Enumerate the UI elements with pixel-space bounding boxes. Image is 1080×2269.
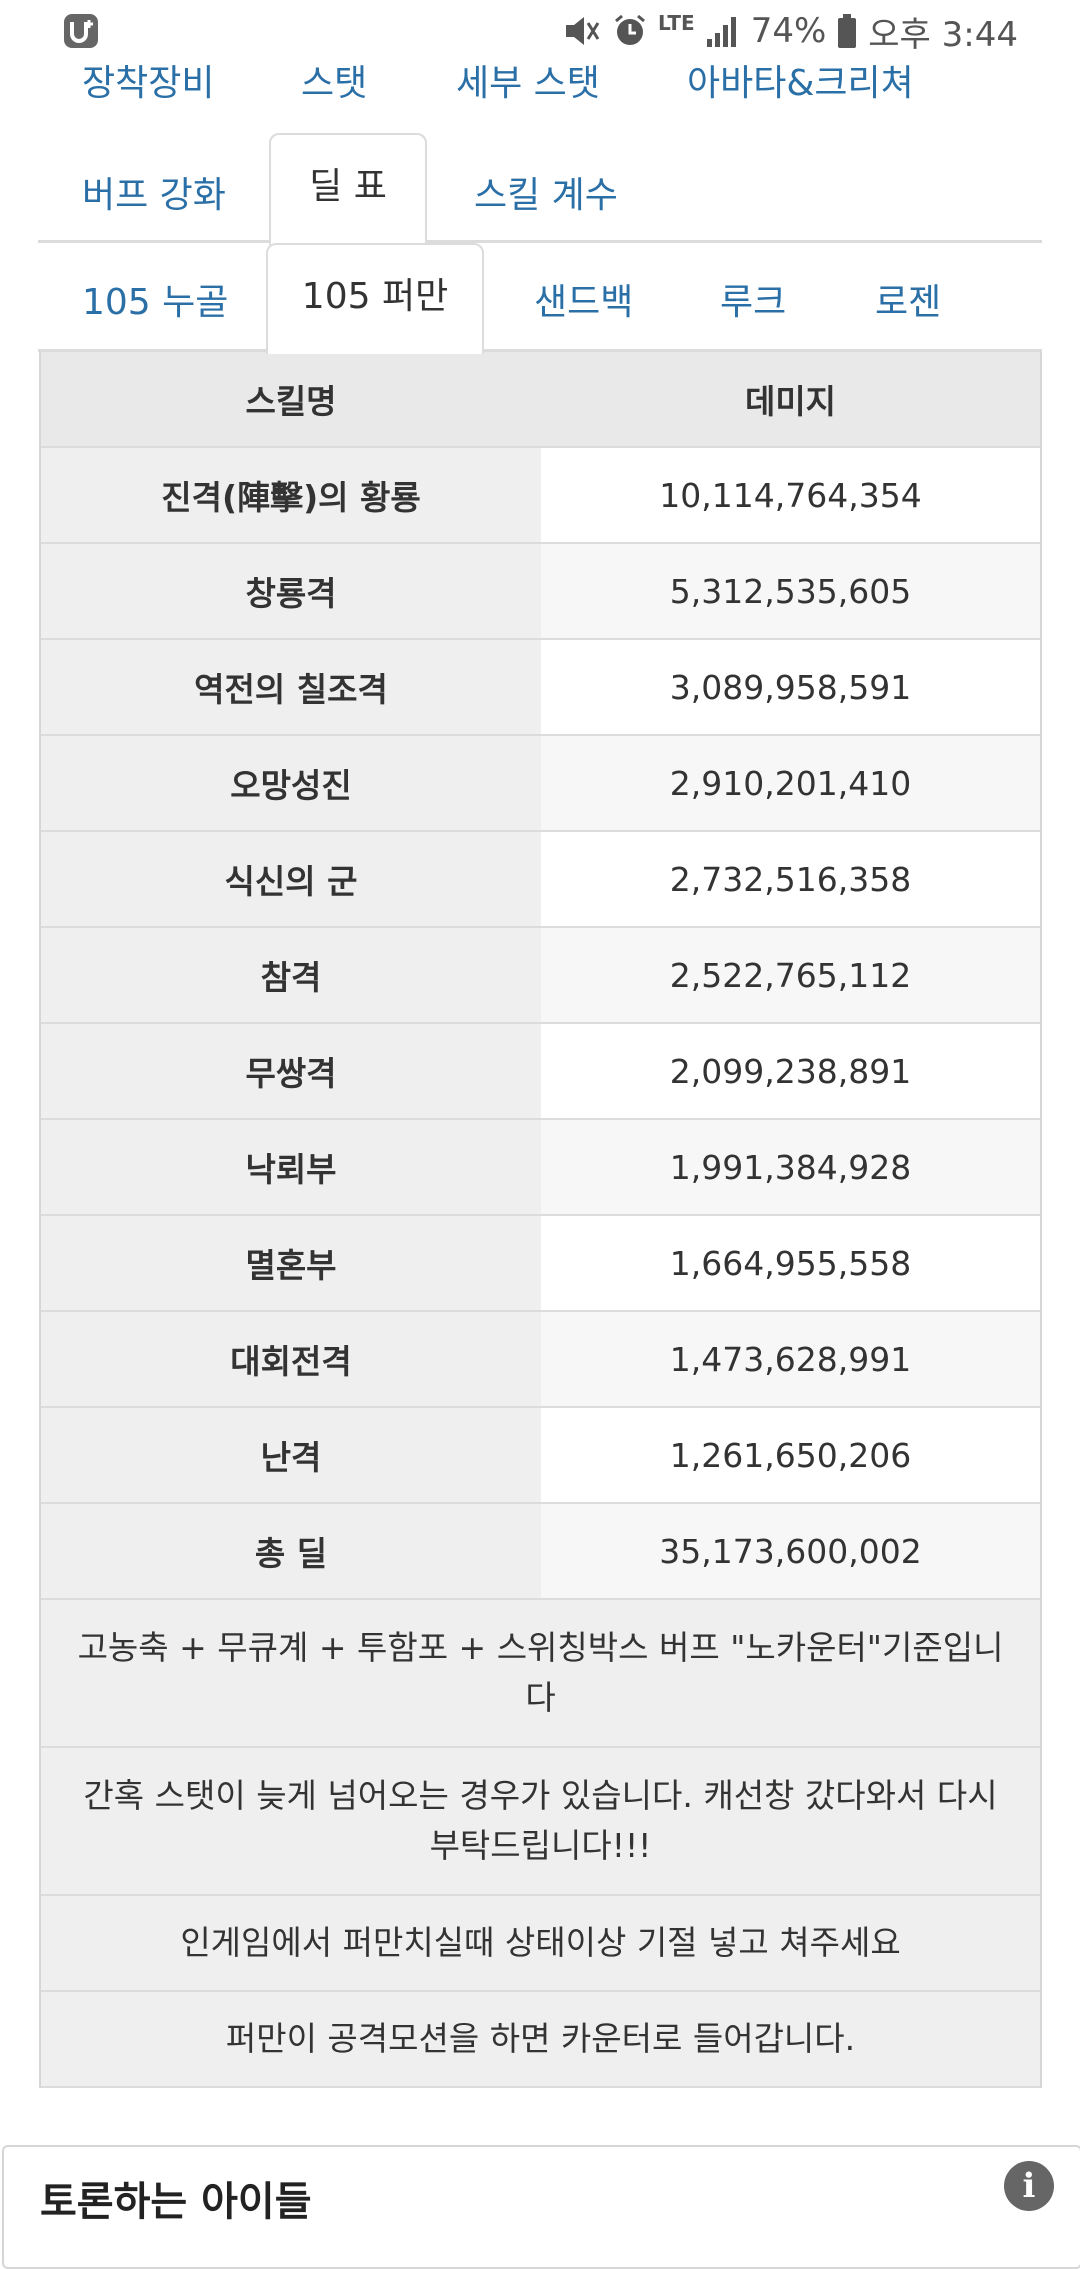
- damage-value: 5,312,535,605: [541, 544, 1040, 638]
- tab-105-nugol[interactable]: 105 누골: [82, 282, 229, 323]
- tab-damage-table[interactable]: 딜 표: [269, 133, 427, 245]
- damage-value: 2,910,201,410: [541, 736, 1040, 830]
- table-header-row: 스킬명 데미지: [41, 352, 1040, 448]
- mute-icon: [565, 17, 600, 45]
- link-stats[interactable]: 스탯: [301, 63, 368, 104]
- table-row: 오망성진 2,910,201,410: [41, 736, 1040, 832]
- tab-divider: [38, 349, 1042, 352]
- tab-sandbag[interactable]: 샌드백: [534, 282, 634, 323]
- tab-skill-coefficient[interactable]: 스킬 계수: [474, 175, 618, 216]
- table-row: 진격(陣擊)의 황룡 10,114,764,354: [41, 448, 1040, 544]
- table-row: 역전의 칠조격 3,089,958,591: [41, 640, 1040, 736]
- damage-value: 2,732,516,358: [541, 832, 1040, 926]
- table-note: 인게임에서 퍼만치실때 상태이상 기절 넣고 쳐주세요: [41, 1896, 1040, 1992]
- table-row: 낙뢰부 1,991,384,928: [41, 1120, 1040, 1216]
- target-tab-bar: 105 누골 105 퍼만 샌드백 루크 로젠: [38, 243, 1042, 354]
- battery-icon: [838, 14, 857, 48]
- table-note: 간혹 스탯이 늦게 넘어오는 경우가 있습니다. 캐선창 갔다와서 다시 부탁드…: [41, 1748, 1040, 1896]
- tab-luke[interactable]: 루크: [720, 282, 787, 323]
- tab-rosen[interactable]: 로젠: [875, 282, 942, 323]
- skill-name: 무쌍격: [41, 1024, 541, 1118]
- main-tab-bar: 버프 강화 딜 표 스킬 계수: [38, 133, 1042, 245]
- link-equipment[interactable]: 장착장비: [82, 63, 215, 104]
- damage-value: 10,114,764,354: [541, 448, 1040, 542]
- skill-name: 멸혼부: [41, 1216, 541, 1310]
- damage-value: 1,664,955,558: [541, 1216, 1040, 1310]
- clock: 오후 3:44: [868, 14, 1018, 55]
- damage-table: 스킬명 데미지 진격(陣擊)의 황룡 10,114,764,354 창룡격 5,…: [39, 352, 1042, 2088]
- damage-value: 2,099,238,891: [541, 1024, 1040, 1118]
- skill-name: 참격: [41, 928, 541, 1022]
- info-icon[interactable]: i: [1004, 2161, 1054, 2211]
- damage-value: 1,991,384,928: [541, 1120, 1040, 1214]
- skill-name: 창룡격: [41, 544, 541, 638]
- table-row: 멸혼부 1,664,955,558: [41, 1216, 1040, 1312]
- table-note: 고농축 + 무큐계 + 투함포 + 스위칭박스 버프 "노카운터"기준입니다: [41, 1600, 1040, 1748]
- damage-value: 1,473,628,991: [541, 1312, 1040, 1406]
- skill-name: 역전의 칠조격: [41, 640, 541, 734]
- table-row-total: 총 딜 35,173,600,002: [41, 1504, 1040, 1600]
- u-plus-logo-icon: [64, 14, 98, 48]
- table-note: 퍼만이 공격모션을 하면 카운터로 들어갑니다.: [41, 1992, 1040, 2088]
- signal-icon: [706, 17, 736, 47]
- link-detail-stats[interactable]: 세부 스탯: [456, 63, 600, 104]
- header-damage: 데미지: [541, 352, 1040, 446]
- damage-value: 1,261,650,206: [541, 1408, 1040, 1502]
- network-type-label: LTE: [657, 11, 695, 35]
- skill-name: 진격(陣擊)의 황룡: [41, 448, 541, 542]
- table-row: 식신의 군 2,732,516,358: [41, 832, 1040, 928]
- alarm-icon: [614, 14, 645, 45]
- discussion-card: 토론하는 아이들 i: [2, 2145, 1080, 2269]
- status-bar: LTE 74% 오후 3:44: [0, 0, 1080, 62]
- table-row: 난격 1,261,650,206: [41, 1408, 1040, 1504]
- tab-105-perman[interactable]: 105 퍼만: [266, 243, 484, 354]
- table-row: 무쌍격 2,099,238,891: [41, 1024, 1040, 1120]
- header-skill-name: 스킬명: [41, 352, 541, 446]
- card-title: 토론하는 아이들: [40, 2179, 312, 2225]
- skill-name: 대회전격: [41, 1312, 541, 1406]
- table-row: 참격 2,522,765,112: [41, 928, 1040, 1024]
- skill-name: 식신의 군: [41, 832, 541, 926]
- skill-name: 난격: [41, 1408, 541, 1502]
- damage-value: 2,522,765,112: [541, 928, 1040, 1022]
- skill-name: 총 딜: [41, 1504, 541, 1598]
- top-nav-links: 장착장비 스탯 세부 스탯 아바타&크리쳐: [82, 52, 1062, 104]
- skill-name: 오망성진: [41, 736, 541, 830]
- skill-name: 낙뢰부: [41, 1120, 541, 1214]
- table-row: 창룡격 5,312,535,605: [41, 544, 1040, 640]
- table-row: 대회전격 1,473,628,991: [41, 1312, 1040, 1408]
- damage-value: 3,089,958,591: [541, 640, 1040, 734]
- damage-value: 35,173,600,002: [541, 1504, 1040, 1598]
- battery-percent: 74%: [750, 11, 827, 51]
- link-avatar-creature[interactable]: 아바타&크리쳐: [687, 63, 914, 104]
- tab-buff-enhance[interactable]: 버프 강화: [82, 175, 226, 216]
- tab-divider: [38, 240, 1042, 243]
